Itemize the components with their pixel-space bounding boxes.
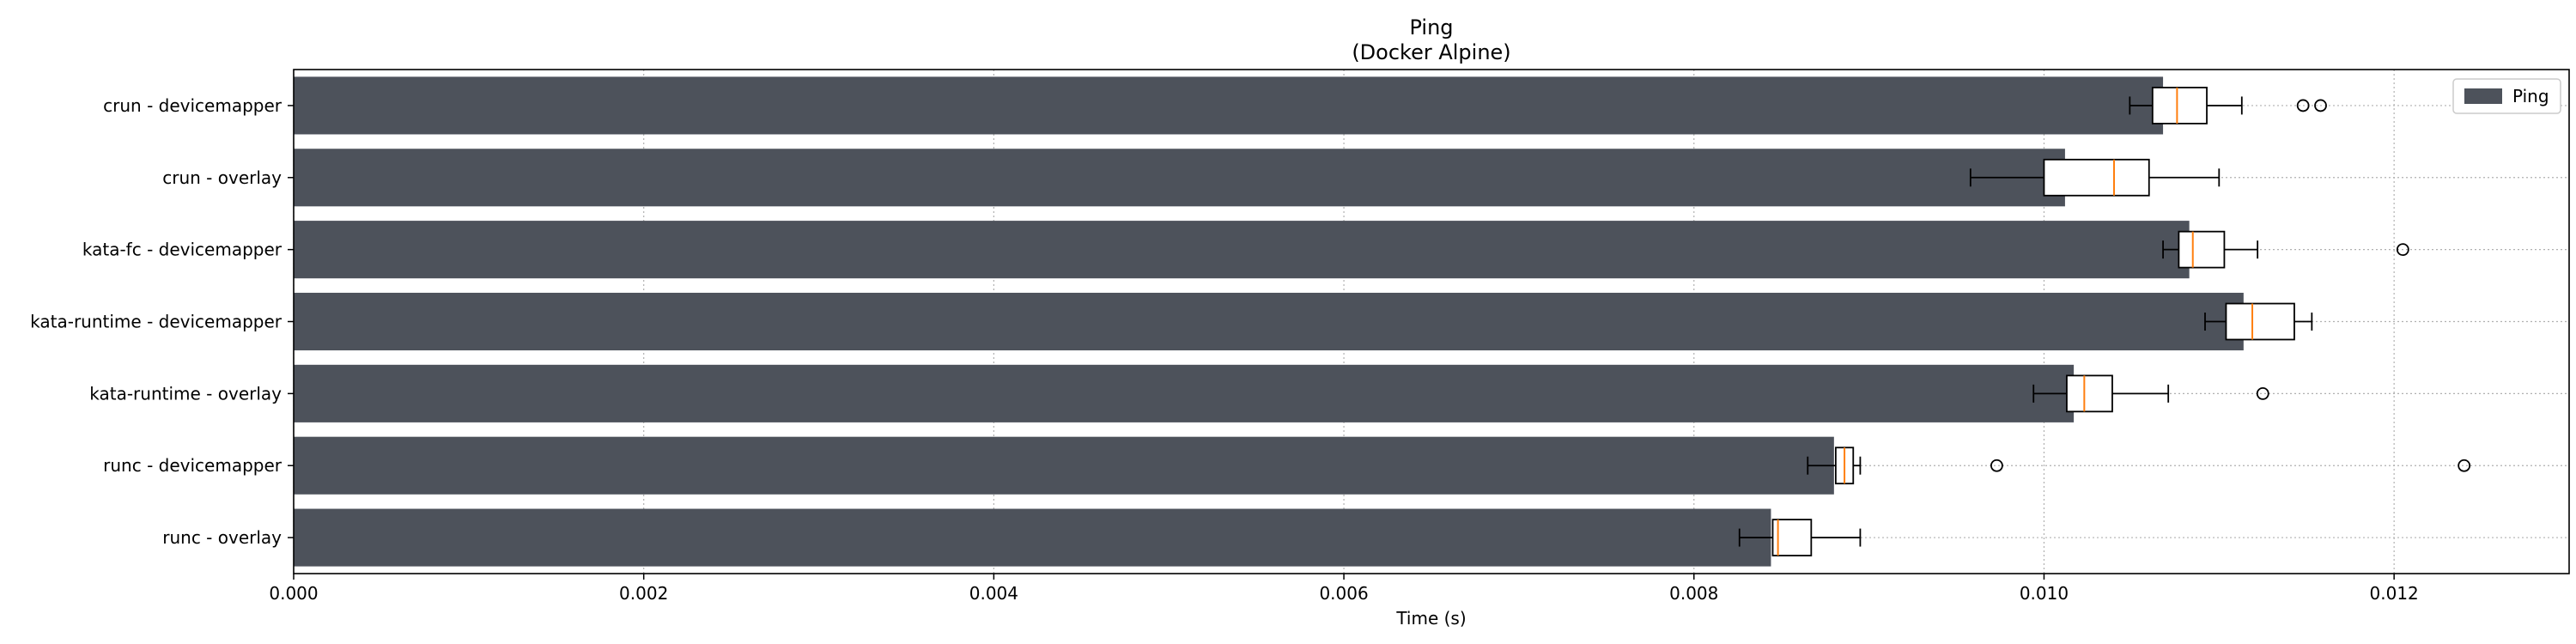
x-tick-label: 0.006 xyxy=(1319,583,1368,604)
outlier-point xyxy=(2458,459,2471,472)
bar xyxy=(294,364,2075,422)
legend: Ping xyxy=(2452,78,2561,114)
outlier-point xyxy=(1990,459,2003,472)
box xyxy=(2066,374,2113,413)
x-tick-label: 0.010 xyxy=(2020,583,2069,604)
box xyxy=(2043,158,2150,197)
y-tick-label: runc - overlay xyxy=(162,527,282,548)
y-tick-label: crun - overlay xyxy=(162,167,282,188)
chart-subtitle: (Docker Alpine) xyxy=(1352,40,1510,64)
bar xyxy=(294,221,2190,279)
bar xyxy=(294,436,1834,495)
box xyxy=(2178,230,2226,269)
bar xyxy=(294,149,2065,207)
box xyxy=(2151,87,2208,125)
x-axis-ticks: 0.000 0.002 0.004 0.006 0.008 0.010 0.012 xyxy=(269,574,2419,604)
x-axis-label: Time (s) xyxy=(1395,608,1466,629)
y-tick-label: kata-runtime - devicemapper xyxy=(30,312,283,332)
x-tick-label: 0.008 xyxy=(1669,583,1718,604)
y-tick-label: kata-fc - devicemapper xyxy=(82,240,283,260)
outlier-point xyxy=(2256,386,2269,400)
box-layer xyxy=(1738,87,2471,556)
y-tick-label: crun - devicemapper xyxy=(103,95,283,116)
chart-title: Ping xyxy=(1409,15,1453,39)
bar xyxy=(294,76,2164,135)
legend-label: Ping xyxy=(2512,86,2549,106)
x-tick-label: 0.002 xyxy=(619,583,668,604)
bar xyxy=(294,508,1771,567)
y-tick-label: kata-runtime - overlay xyxy=(89,383,282,404)
outlier-point xyxy=(2396,243,2409,257)
bar-layer xyxy=(294,76,2244,567)
y-axis-ticks: crun - devicemapper crun - overlay kata-fc… xyxy=(30,95,294,548)
box xyxy=(2225,302,2295,341)
x-tick-label: 0.004 xyxy=(969,583,1018,604)
outlier-point xyxy=(2296,99,2310,112)
bar xyxy=(294,292,2244,351)
x-tick-label: 0.000 xyxy=(269,583,318,604)
y-tick-label: runc - devicemapper xyxy=(103,455,283,476)
x-tick-label: 0.012 xyxy=(2370,583,2419,604)
box xyxy=(1771,519,1813,556)
legend-swatch xyxy=(2464,88,2502,104)
legend-frame xyxy=(2452,78,2561,114)
outlier-point xyxy=(2314,99,2327,112)
